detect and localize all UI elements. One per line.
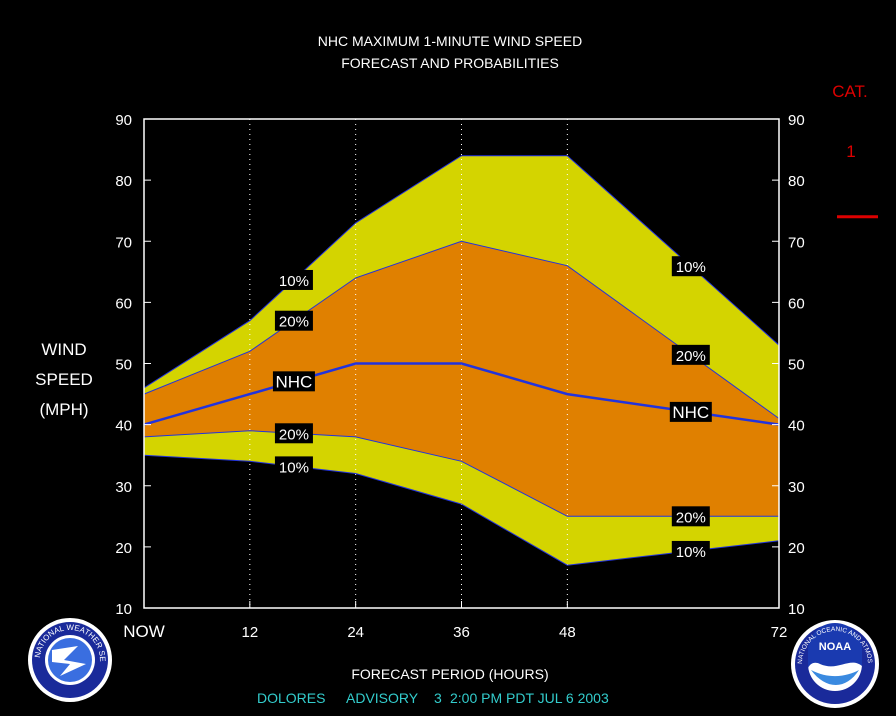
series-label-box	[274, 310, 313, 331]
series-label-box	[671, 540, 710, 561]
series-label-nhc: NHC	[272, 371, 315, 392]
y-tick-label-left: 90	[115, 112, 132, 129]
svg-text:NATIONAL WEATHER SERVICE: NATIONAL WEATHER SERVICE	[0, 0, 107, 662]
y-tick-label-left: 20	[115, 540, 132, 557]
series-label-lower20: 20%	[274, 423, 313, 444]
series-label-box	[669, 401, 712, 422]
series-label-upper10: 10%	[274, 269, 313, 290]
series-label-box	[671, 256, 710, 277]
nws-logo-text: NATIONAL WEATHER SERVICE	[0, 0, 107, 662]
series-label-box	[671, 506, 710, 527]
series-label-upper10: 10%	[671, 256, 710, 277]
y-tick-label-right: 20	[788, 540, 805, 557]
series-line-upper10	[143, 155, 780, 389]
y-axis-label-line2: SPEED	[35, 370, 93, 389]
chart-subtitle: FORECAST AND PROBABILITIES	[341, 55, 559, 71]
y-axis-label-line3: (MPH)	[39, 400, 88, 419]
series-label-text: 20%	[676, 348, 706, 365]
y-axis-label-line1: WIND	[41, 340, 86, 359]
x-tick-label: NOW	[123, 622, 165, 641]
series-line-upper20	[143, 240, 780, 419]
x-tick-label: 72	[771, 624, 788, 641]
series-label-text: 10%	[279, 459, 309, 476]
x-tick-label: 12	[241, 624, 258, 641]
series-label-nhc: NHC	[669, 401, 712, 422]
footer-time: 2:00 PM PDT JUL 6 2003	[450, 690, 609, 706]
series-label-lower10: 10%	[274, 456, 313, 477]
series-label-lower20: 20%	[671, 506, 710, 527]
y-tick-label-right: 10	[788, 601, 805, 618]
series-label-box	[274, 423, 313, 444]
y-tick-label-left: 80	[115, 173, 132, 190]
footer-advisory: ADVISORY	[346, 690, 419, 706]
x-tick-label: 48	[559, 624, 576, 641]
x-axis-label: FORECAST PERIOD (HOURS)	[351, 666, 548, 682]
y-tick-label-right: 70	[788, 234, 805, 251]
inner-band-20pct	[144, 241, 779, 517]
noaa-logo-text: NOAA	[819, 641, 851, 653]
x-tick-label: 36	[453, 624, 470, 641]
advisory-footer: DOLORES ADVISORY 3 2:00 PM PDT JUL 6 200…	[257, 690, 609, 706]
y-tick-label-left: 30	[115, 479, 132, 496]
y-tick-label-right: 40	[788, 418, 805, 435]
x-tick-label: 24	[347, 624, 364, 641]
footer-advisory-number: 3	[434, 690, 442, 706]
y-tick-label-left: 70	[115, 234, 132, 251]
y-tick-label-left: 10	[115, 601, 132, 618]
footer-storm: DOLORES	[257, 690, 325, 706]
category-number: 1	[846, 142, 855, 161]
y-tick-label-right: 80	[788, 173, 805, 190]
y-axis-ticks: 10 10 20 20 30 30 40 40 50 50 60 60 70 70 80 80 90 90	[115, 112, 804, 618]
y-tick-label-right: 30	[788, 479, 805, 496]
series-label-lower10: 10%	[671, 540, 710, 561]
series-labels: 10% 20% NHC 20% 10% 10% 20% NHC 20% 10%	[272, 256, 712, 561]
x-axis-ticks: NOW 12 24 36 48 72	[123, 601, 787, 641]
series-label-text: NHC	[672, 403, 709, 422]
y-tick-label-right: 50	[788, 357, 805, 374]
chart-title: NHC MAXIMUM 1-MINUTE WIND SPEED	[318, 33, 582, 49]
series-label-upper20: 20%	[274, 310, 313, 331]
series-label-text: NHC	[276, 372, 313, 391]
series-label-text: 10%	[676, 259, 706, 276]
series-label-upper20: 20%	[671, 344, 710, 365]
lightning-icon	[52, 646, 86, 676]
series-label-box	[272, 371, 315, 392]
series-line-lower20	[143, 430, 779, 517]
series-label-box	[274, 269, 313, 290]
series-label-box	[274, 456, 313, 477]
y-tick-label-left: 40	[115, 418, 132, 435]
y-tick-label-left: 60	[115, 295, 132, 312]
series-label-text: 20%	[676, 509, 706, 526]
series-label-text: 20%	[279, 314, 309, 331]
series-label-text: 10%	[279, 273, 309, 290]
series-label-text: 10%	[676, 544, 706, 561]
series-line-lower10	[143, 454, 780, 566]
series-lines	[143, 155, 780, 566]
series-label-text: 20%	[279, 426, 309, 443]
y-tick-label-right: 90	[788, 112, 805, 129]
series-line-nhc	[143, 362, 780, 426]
series-label-box	[671, 344, 710, 365]
y-tick-label-right: 60	[788, 295, 805, 312]
category-label: CAT.	[832, 82, 868, 101]
y-tick-label-left: 50	[115, 357, 132, 374]
